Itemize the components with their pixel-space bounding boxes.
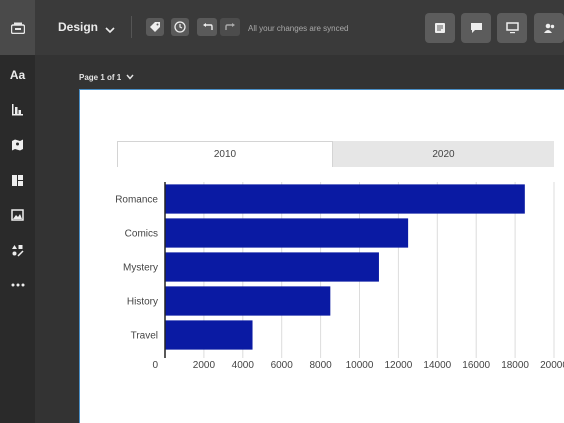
undo-button[interactable]: [197, 18, 217, 36]
redo-button[interactable]: [220, 18, 240, 36]
clock-icon: [174, 21, 186, 33]
history-button[interactable]: [171, 18, 189, 36]
present-button[interactable]: [497, 13, 527, 43]
text-icon[interactable]: Aa: [9, 68, 26, 82]
tab-2020[interactable]: 2020: [333, 141, 554, 167]
monitor-icon: [505, 22, 519, 34]
redo-icon: [224, 22, 235, 30]
tag-button[interactable]: [146, 18, 164, 36]
chart-icon[interactable]: [0, 99, 35, 119]
page-label: Page 1 of 1: [79, 73, 122, 82]
design-menu[interactable]: Design: [58, 20, 99, 34]
more-icon[interactable]: [0, 275, 35, 295]
sidebar: [0, 55, 35, 423]
tag-icon: [150, 22, 160, 32]
notes-icon: [435, 23, 445, 33]
comment-icon: [470, 23, 482, 33]
home-icon[interactable]: [0, 0, 35, 55]
map-icon[interactable]: [0, 134, 35, 154]
share-button[interactable]: [534, 13, 564, 43]
toolbar-divider: [131, 16, 132, 38]
users-icon: [543, 23, 554, 33]
chevron-down-icon[interactable]: [105, 21, 115, 39]
page-selector[interactable]: Page 1 of 1: [79, 73, 135, 82]
image-icon[interactable]: [0, 205, 35, 225]
tab-label: 2020: [432, 148, 455, 160]
layout-icon[interactable]: [0, 170, 35, 190]
shapes-icon[interactable]: [0, 240, 35, 260]
page-canvas[interactable]: [79, 89, 564, 423]
notes-button[interactable]: [425, 13, 455, 43]
tab-label: 2010: [213, 149, 237, 160]
tab-2010[interactable]: 2010: [117, 141, 333, 167]
comments-button[interactable]: [461, 13, 491, 43]
undo-icon: [202, 22, 213, 30]
chevron-down-icon: [126, 74, 135, 80]
sync-status: All your changes are synced: [248, 24, 349, 33]
